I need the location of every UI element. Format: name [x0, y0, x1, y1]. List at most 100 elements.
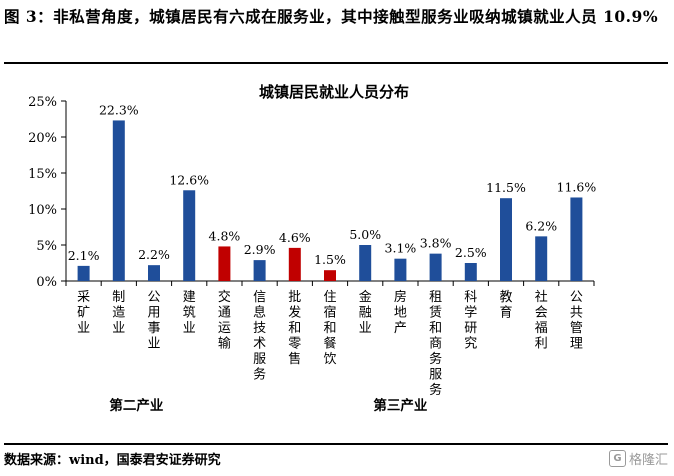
bar-value-label: 2.2%: [138, 247, 170, 262]
category-label-char: 房: [394, 289, 407, 305]
category-label-char: 公: [570, 290, 583, 305]
category-label-char: 制: [112, 290, 125, 305]
category-label-char: 运: [218, 321, 231, 336]
bar-value-label: 4.8%: [209, 228, 241, 243]
category-label-char: 地: [394, 306, 407, 321]
bar-value-label: 4.6%: [279, 230, 311, 245]
category-label-char: 餐: [323, 336, 336, 352]
y-axis: 0% 5% 10% 15% 20% 25%: [28, 95, 67, 290]
category-labels: 采矿业制造业公用事业建筑业交通运输信息技术服务批发和零售住宿和餐饮金融业房地产租…: [77, 289, 583, 398]
bar: [112, 120, 125, 281]
category-label-char: 育: [499, 305, 512, 321]
watermark-text: 格隆汇: [628, 453, 668, 468]
category-label-char: 用: [147, 306, 160, 321]
category-label-char: 利: [535, 337, 548, 352]
bar: [253, 260, 266, 281]
category-label-char: 造: [112, 306, 125, 321]
bar-value-label: 2.1%: [68, 248, 100, 263]
category-label-char: 住: [323, 290, 336, 305]
category-label-char: 学: [464, 305, 477, 321]
group-labels: 第二产业 第三产业: [109, 397, 427, 414]
category-label-char: 业: [147, 337, 160, 352]
category-label-char: 业: [77, 321, 90, 336]
category-label-char: 发: [288, 305, 301, 321]
category-label-char: 共: [570, 306, 583, 321]
watermark: G 格隆汇: [608, 449, 668, 468]
bar-value-label: 3.1%: [385, 241, 417, 256]
category-label-char: 研: [464, 321, 477, 336]
bar: [324, 270, 336, 281]
category-label-char: 赁: [429, 306, 442, 321]
category-label-char: 融: [359, 306, 372, 321]
data-source: 数据来源：wind，国泰君安证券研究: [4, 453, 221, 468]
category-label-char: 理: [570, 337, 583, 352]
category-label-char: 服: [429, 368, 442, 383]
category-label-char: 福: [535, 321, 548, 336]
y-tick-label: 10%: [28, 203, 57, 218]
category-label-char: 采: [77, 290, 90, 305]
category-label-char: 售: [288, 351, 301, 367]
category-label-char: 息: [253, 305, 266, 321]
category-label-char: 管: [570, 321, 583, 336]
y-tick-label: 20%: [28, 131, 57, 146]
bar-value-labels: 2.1% 22.3% 2.2% 12.6% 4.8%2.9%4.6%1.5%5.0% 3.…: [68, 102, 597, 267]
bar-value-label: 2.5%: [455, 245, 487, 260]
category-label-char: 教: [499, 289, 512, 305]
bar-value-label: 3.8%: [420, 236, 452, 251]
figure-title: 图 3：非私营角度，城镇居民有六成在服务业，其中接触型服务业吸纳城镇就业人员 1…: [4, 7, 659, 26]
bar: [429, 253, 442, 281]
category-label-char: 零: [288, 337, 301, 352]
category-label-char: 租: [429, 290, 442, 305]
category-label-char: 究: [464, 337, 477, 352]
bar-value-label: 1.5%: [314, 252, 346, 267]
category-label-char: 通: [218, 306, 231, 321]
chart-title: 城镇居民就业人员分布: [259, 83, 409, 101]
category-label-char: 矿: [77, 306, 90, 321]
category-label-char: 和: [429, 321, 442, 336]
category-label-char: 术: [253, 337, 266, 352]
bar-value-label: 22.3%: [99, 102, 139, 117]
bar: [148, 265, 160, 281]
bar-value-label: 11.5%: [486, 180, 526, 195]
category-label-char: 输: [218, 336, 231, 352]
category-label-char: 社: [535, 289, 548, 305]
category-label-char: 和: [288, 321, 301, 336]
category-label-char: 交: [218, 289, 231, 305]
y-tick-label: 5%: [36, 239, 57, 254]
bar: [77, 265, 90, 281]
category-label-char: 建: [183, 290, 196, 305]
y-tick-label: 0%: [36, 275, 57, 290]
category-label-char: 公: [147, 290, 160, 305]
category-label-char: 会: [535, 306, 548, 321]
category-label-char: 商: [429, 337, 442, 352]
category-label-char: 宿: [323, 305, 336, 321]
top-rule: [4, 62, 668, 64]
bar-value-label: 5.0%: [349, 227, 381, 242]
category-label-char: 业: [359, 321, 372, 336]
bar: [359, 245, 372, 281]
bar: [218, 246, 231, 281]
bar-value-label: 12.6%: [169, 172, 209, 187]
bar: [464, 263, 477, 281]
bar-value-label: 11.6%: [557, 179, 597, 194]
bar: [500, 198, 512, 281]
category-label-char: 务: [429, 382, 442, 398]
category-label-char: 业: [183, 321, 196, 336]
category-label-char: 信: [253, 290, 266, 305]
category-label-char: 务: [429, 351, 442, 367]
bar: [570, 197, 583, 281]
category-label-char: 和: [323, 321, 336, 336]
category-label-char: 事: [147, 321, 160, 336]
category-label-char: 务: [253, 367, 266, 383]
bar: [183, 190, 196, 281]
category-label-char: 技: [253, 321, 266, 336]
y-tick-label: 15%: [28, 167, 57, 182]
category-label-char: 服: [253, 352, 266, 367]
bars: [77, 120, 583, 281]
category-label-char: 金: [359, 289, 372, 305]
y-tick-label: 25%: [28, 95, 57, 110]
bar: [288, 247, 301, 281]
bar: [394, 258, 407, 281]
category-label-char: 产: [394, 321, 407, 336]
category-label-char: 业: [112, 321, 125, 336]
